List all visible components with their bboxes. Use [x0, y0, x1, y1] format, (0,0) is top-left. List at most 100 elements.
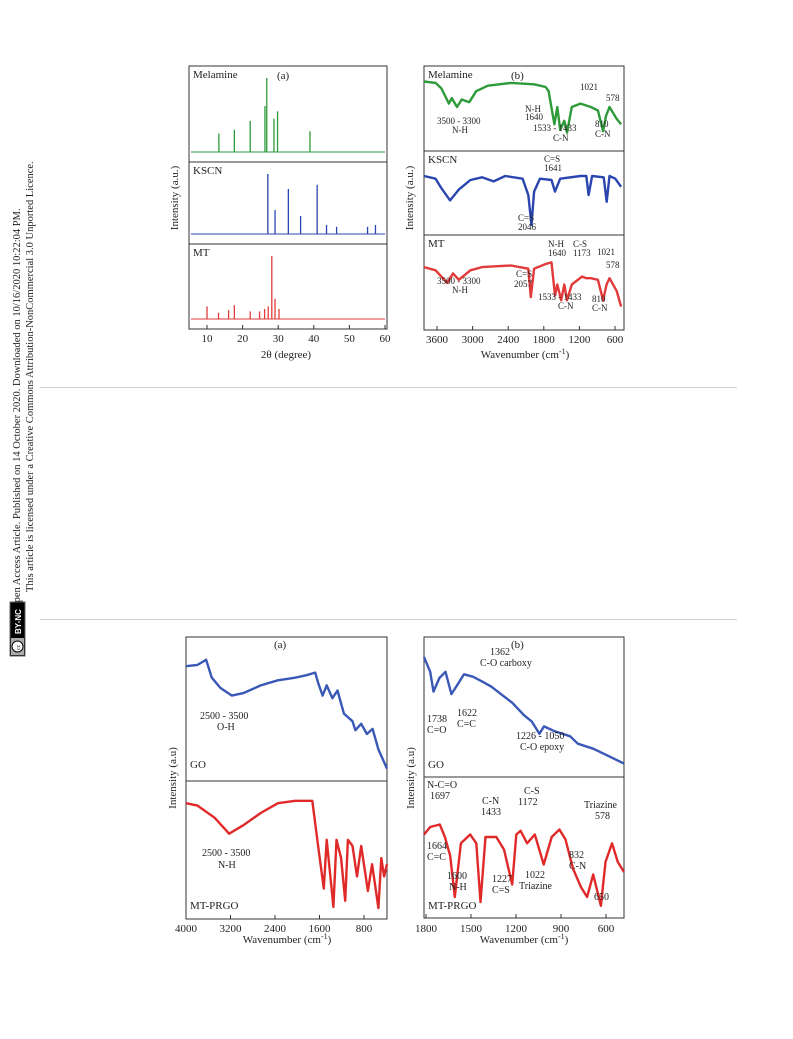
ann: C=S [516, 269, 532, 279]
ann: C-N [569, 861, 586, 872]
fig2b-chart: (b) GO MT-PRGO Intensity (a.u) Wavenumbe… [405, 636, 626, 946]
fig2a-annotations: 2500 - 3500 O-H 2500 - 3500 N-H [200, 711, 250, 871]
cc-badge-text: BY-NC [14, 609, 23, 634]
spectrum-line [422, 656, 625, 765]
ann: N-H [525, 104, 541, 114]
ann: 1172 [518, 797, 538, 808]
ann: 1697 [430, 791, 450, 802]
ann: C=C [427, 852, 446, 863]
fig2b-mtprgo-annotations: N-C=O 1697 C-N 1433 C-S 1172 Triazine 57… [427, 780, 618, 903]
ann: C-S [524, 786, 540, 797]
spectrum-line [423, 80, 623, 134]
ftir-ylabel: Intensity (a.u.) [404, 165, 416, 230]
fig2a-ylabel: Intensity (a.u) [167, 747, 179, 809]
ann: 1227 [492, 874, 512, 885]
fig2b-xlabel-end: ) [565, 934, 569, 946]
spectrum-line [423, 174, 623, 227]
license-sidebar-svg: Open Access Article. Published on 14 Oct… [9, 161, 36, 657]
fig2b-go-annotations: 1362 C-O carboxy 1738 C=O 1622 C=C 1226 … [427, 647, 564, 753]
fig2a-xlabel-end: ) [328, 934, 332, 946]
x-tick-label: 4000 [175, 923, 198, 935]
x-tick-label: 40 [308, 333, 320, 345]
ann: 578 [606, 93, 620, 103]
ftir-label-kscn: KSCN [428, 154, 457, 166]
ann: C=O [427, 725, 447, 736]
fig2b-xlabel-main: Wavenumber (cm [480, 934, 559, 946]
fig2b-label-mtprgo: MT-PRGO [428, 900, 477, 912]
x-tick-label: 3600 [426, 334, 449, 346]
ftir-kscn-annotations: C=S 1641 C=S 2046 [518, 154, 562, 232]
ann: 1433 [481, 807, 501, 818]
ann: 1021 [597, 247, 615, 257]
fig2b-panel-letter: (b) [511, 639, 524, 651]
ann: 3500 - 3300 [437, 276, 481, 286]
ftir-panel-letter: (b) [511, 70, 524, 82]
separator-top [40, 387, 737, 388]
ftir-xlabel: Wavenumber (cm-1) [481, 347, 570, 361]
ann: 1640 [548, 248, 567, 258]
x-tick-label: 1200 [568, 334, 591, 346]
ann: C-S [573, 239, 587, 249]
ann: 650 [594, 892, 609, 903]
ann: 3500 - 3300 [437, 116, 481, 126]
ann: 1664 [427, 841, 447, 852]
ann: 1021 [580, 82, 598, 92]
ann: 1622 [457, 708, 477, 719]
ann: Triazine [519, 881, 553, 892]
spectrum-line [423, 261, 623, 307]
ann: 2046 [518, 222, 537, 232]
ftir-xlabel-main: Wavenumber (cm [481, 349, 560, 361]
ann: C-N [482, 796, 499, 807]
cc-by-nc-badge[interactable]: cc BY-NC [9, 601, 26, 657]
license-sidebar: Open Access Article. Published on 14 Oct… [0, 0, 48, 700]
x-tick-label: 600 [607, 334, 624, 346]
fig2a-label-mtprgo: MT-PRGO [190, 900, 239, 912]
ann: 1738 [427, 714, 447, 725]
ann: C-O epoxy [520, 742, 564, 753]
x-tick-label: 10 [202, 333, 214, 345]
fig2b-label-go: GO [428, 759, 444, 771]
x-tick-label: 2400 [264, 923, 287, 935]
fig2a-panel-go [185, 636, 388, 782]
fig2a-chart: (a) GO MT-PRGO Intensity (a.u) Wavenumbe… [167, 636, 389, 946]
x-tick-label: 3200 [220, 923, 243, 935]
x-tick-label: 900 [553, 923, 570, 935]
x-tick-label: 20 [237, 333, 249, 345]
x-tick-label: 1800 [533, 334, 556, 346]
xrd-panel-letter: (a) [277, 70, 290, 82]
ftir-panel-mt [423, 234, 625, 331]
ann: C=C [457, 719, 476, 730]
ann: 1533 - 1433 [533, 123, 577, 133]
ann: 1022 [525, 870, 545, 881]
ann: N-H [218, 860, 236, 871]
xrd-label-mt: MT [193, 247, 210, 259]
ann: C-N [592, 303, 608, 313]
ann: 1362 [490, 647, 510, 658]
x-tick-label: 50 [344, 333, 356, 345]
ann: C=S [518, 213, 534, 223]
ann: C=S [544, 154, 560, 164]
ftir-label-mt: MT [428, 238, 445, 250]
ann: 1600 [447, 871, 467, 882]
ann: 1640 [525, 112, 544, 122]
fig2a-xlabel: Wavenumber (cm-1) [243, 932, 332, 946]
ann: C-N [595, 129, 611, 139]
fig2a-xlabel-main: Wavenumber (cm [243, 934, 322, 946]
x-tick-label: 3000 [462, 334, 485, 346]
ann: C-N [553, 133, 569, 143]
x-tick-label: 800 [356, 923, 373, 935]
ann: 578 [606, 260, 620, 270]
fig2a-xlabel-sup: -1 [321, 932, 328, 941]
ann: 810 [595, 119, 609, 129]
fig2b-ylabel: Intensity (a.u) [405, 747, 417, 809]
ftir-mt-annotations: N-H 1640 C-S 1173 1021 578 C=S 2057 3500… [437, 239, 620, 313]
ann: Triazine [584, 800, 618, 811]
fig2a-label-go: GO [190, 759, 206, 771]
figure-2: (a) GO MT-PRGO Intensity (a.u) Wavenumbe… [167, 636, 626, 946]
separator-bottom [40, 619, 737, 620]
xrd-panel-mt [188, 243, 388, 330]
ann: 1226 - 1050 [516, 731, 564, 742]
x-tick-label: 600 [598, 923, 615, 935]
ann: 810 [592, 294, 606, 304]
ann: C-O carboxy [480, 658, 532, 669]
